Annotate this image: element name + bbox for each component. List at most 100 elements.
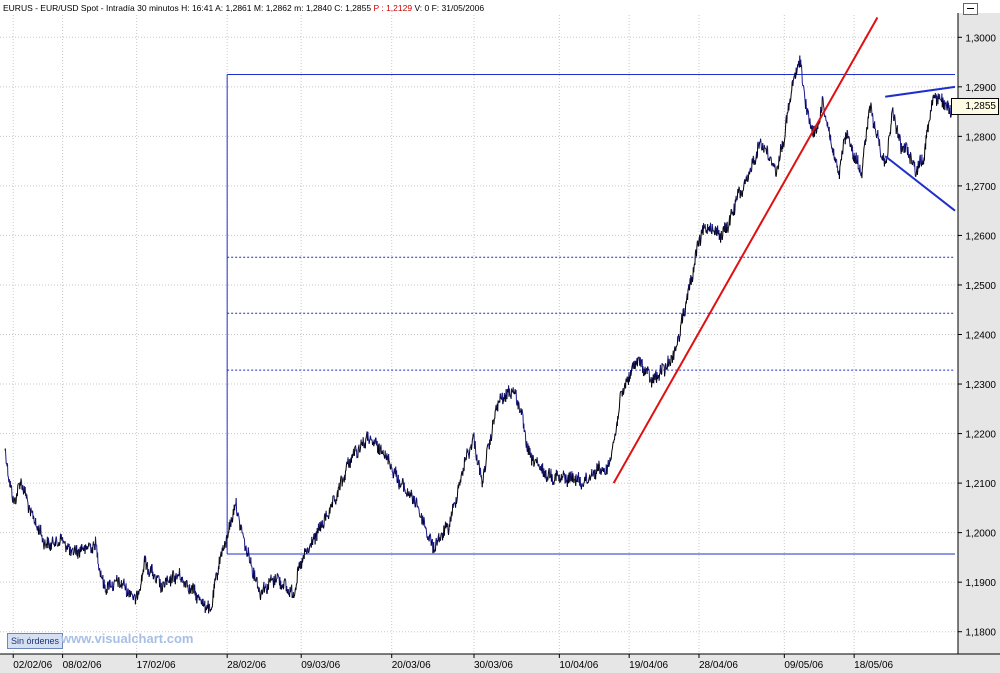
price-segment	[331, 495, 334, 508]
price-segment	[465, 448, 468, 461]
price-segment	[399, 483, 402, 488]
price-segment	[308, 543, 311, 554]
price-segment	[413, 496, 416, 508]
price-segment	[242, 532, 246, 551]
header-date: F: 31/05/2006	[432, 3, 485, 13]
header-close: C: 1,2855	[334, 3, 373, 13]
price-segment	[711, 223, 714, 232]
price-segment	[750, 158, 753, 173]
price-segment	[16, 483, 19, 497]
trendline-layer	[612, 16, 956, 484]
chart-header: EURUS - EUR/USD Spot - Intradía 30 minut…	[3, 3, 484, 13]
price-segment	[456, 484, 459, 504]
price-segment	[820, 96, 823, 114]
price-segment	[77, 549, 79, 559]
price-segment	[323, 513, 326, 529]
minus-icon	[967, 8, 974, 9]
price-segment	[166, 575, 170, 584]
price-segment	[729, 209, 732, 226]
price-segment	[734, 199, 736, 216]
y-axis-background	[958, 13, 1000, 654]
price-segment	[927, 110, 931, 133]
price-segment	[293, 587, 296, 599]
price-segment	[673, 346, 676, 360]
price-segment	[344, 461, 348, 481]
price-segment	[521, 409, 524, 429]
price-segment	[123, 578, 126, 591]
price-segment	[468, 446, 471, 459]
price-segment	[172, 570, 175, 582]
y-tick-label: 1,2000	[965, 529, 996, 540]
x-tick-label: 20/03/06	[392, 660, 431, 671]
price-segment	[792, 72, 796, 86]
price-segment	[609, 441, 614, 462]
triangle-upper-line	[885, 85, 956, 98]
price-segment	[270, 574, 272, 581]
price-segment	[26, 494, 29, 513]
price-segment	[497, 400, 499, 412]
y-tick-label: 1,2600	[965, 231, 996, 242]
x-tick-label: 17/02/06	[137, 660, 176, 671]
close-chart-button[interactable]	[963, 3, 978, 15]
price-segment	[471, 433, 474, 450]
price-segment	[256, 576, 258, 589]
price-segment	[842, 138, 845, 155]
price-segment	[423, 517, 426, 528]
price-segment	[879, 139, 882, 158]
price-segment	[479, 467, 482, 478]
axes: 1,1800 1,1900 1,2000 1,2100 1,2200 1,2300 1,24…	[0, 13, 1000, 673]
price-segment	[276, 573, 280, 586]
price-segment	[642, 366, 644, 377]
price-segment	[95, 536, 97, 546]
price-segment	[255, 576, 258, 582]
price-segment	[112, 579, 116, 592]
price-segment	[822, 95, 826, 118]
price-segment	[678, 336, 681, 342]
price-segment	[614, 421, 618, 436]
price-segment	[265, 583, 268, 594]
price-segment	[284, 578, 287, 592]
price-segment	[775, 166, 778, 177]
price-segment	[368, 435, 371, 444]
x-tick-label: 28/02/06	[227, 660, 266, 671]
price-segment	[410, 489, 414, 505]
price-segment	[109, 579, 111, 588]
price-segment	[914, 161, 916, 177]
price-segment	[476, 454, 479, 466]
price-segment	[569, 471, 572, 481]
price-segment	[582, 476, 586, 488]
price-segment	[536, 457, 539, 467]
price-segment	[647, 366, 649, 371]
price-segment	[617, 391, 622, 420]
price-segment	[699, 229, 702, 246]
y-tick-label: 1,2200	[965, 430, 996, 441]
x-tick-label: 19/04/06	[629, 660, 668, 671]
header-high: M: 1,2862	[254, 3, 294, 13]
y-tick-label: 1,2500	[965, 281, 996, 292]
price-segment	[696, 240, 698, 257]
overlay-drawings	[226, 73, 955, 555]
price-segment	[774, 164, 777, 177]
price-segment	[684, 301, 687, 317]
chart-header-text: EURUS - EUR/USD Spot - Intradía 30 minut…	[3, 3, 484, 13]
price-segment	[227, 531, 229, 539]
price-segment	[640, 359, 643, 368]
y-tick-label: 1,2800	[965, 132, 996, 143]
grid	[0, 15, 958, 654]
price-segment	[658, 373, 661, 381]
price-segment	[295, 566, 299, 591]
orders-button[interactable]: Sin órdenes	[7, 633, 64, 649]
price-segment	[107, 581, 110, 590]
x-tick-label: 09/05/06	[784, 660, 823, 671]
price-segment	[70, 549, 73, 556]
price-segment	[865, 127, 868, 142]
price-segment	[803, 85, 807, 109]
price-segment	[390, 463, 394, 479]
x-tick-label: 09/03/06	[301, 660, 340, 671]
price-segment	[22, 485, 24, 495]
y-tick-label: 1,2700	[965, 182, 996, 193]
price-segment	[378, 443, 381, 455]
price-segment	[179, 567, 181, 581]
price-segment	[838, 158, 842, 180]
